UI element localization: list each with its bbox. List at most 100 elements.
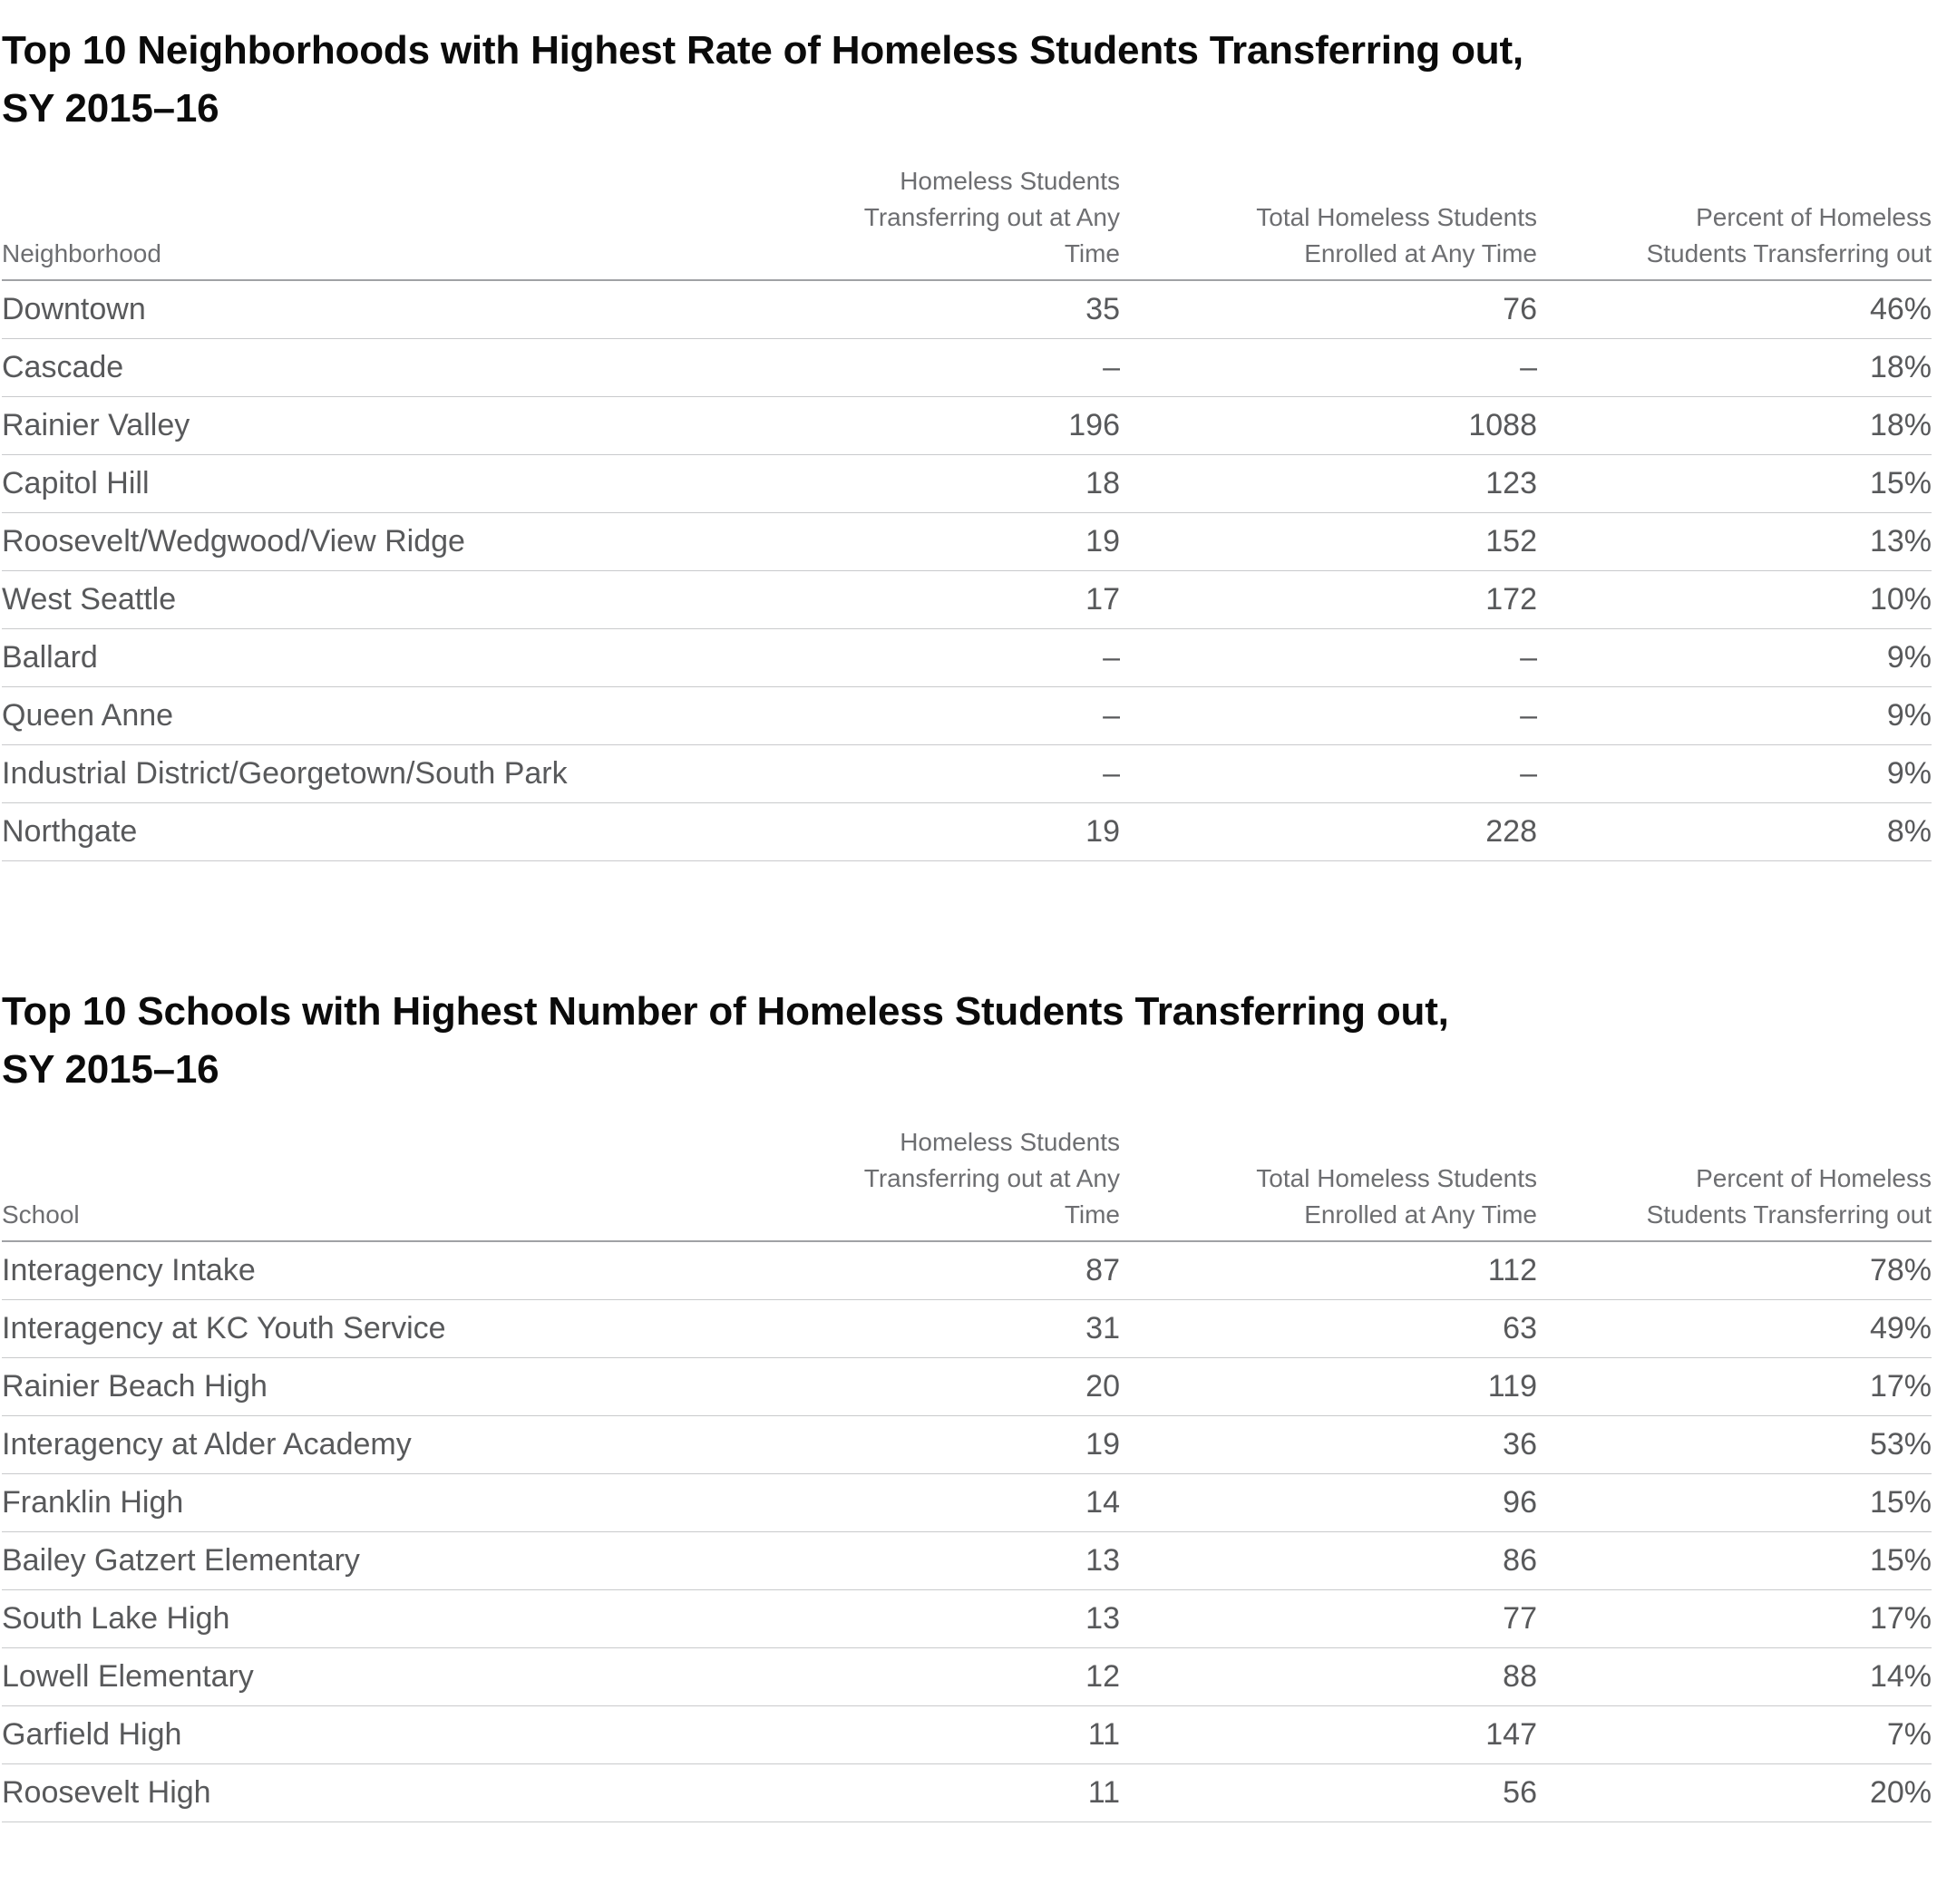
column-header-school: School (2, 1099, 857, 1242)
row-value: 35 (857, 280, 1120, 339)
column-header-total-enrolled: Total Homeless Students Enrolled at Any … (1120, 1099, 1537, 1242)
row-value: 88 (1120, 1647, 1537, 1706)
header-row: School Homeless Students Transferring ou… (2, 1099, 1932, 1242)
header-label: Total Homeless Students (1256, 1164, 1537, 1192)
header-label: Students Transferring out (1646, 1200, 1932, 1229)
row-value: – (1120, 744, 1537, 803)
row-label: Ballard (2, 628, 857, 687)
table-row: Bailey Gatzert Elementary 13 86 15% (2, 1531, 1932, 1590)
schools-table: School Homeless Students Transferring ou… (2, 1099, 1932, 1822)
row-value: 10% (1537, 570, 1932, 629)
header-label: Homeless Students (900, 1128, 1120, 1156)
table-row: Roosevelt/Wedgwood/View Ridge 19 152 13% (2, 512, 1932, 571)
row-value: 46% (1537, 280, 1932, 339)
header-label: Neighborhood (2, 239, 161, 267)
row-value: – (1120, 628, 1537, 687)
row-label: Queen Anne (2, 686, 857, 745)
row-value: 147 (1120, 1705, 1537, 1764)
row-value: – (1120, 338, 1537, 397)
row-label: Industrial District/Georgetown/South Par… (2, 744, 857, 803)
row-value: 7% (1537, 1705, 1932, 1764)
table-row: Downtown 35 76 46% (2, 280, 1932, 339)
column-header-percent-transferring: Percent of Homeless Students Transferrin… (1537, 1099, 1932, 1242)
schools-table-title: Top 10 Schools with Highest Number of Ho… (2, 983, 1932, 1099)
row-value: 87 (857, 1241, 1120, 1300)
row-label: Rainier Valley (2, 396, 857, 455)
row-value: 36 (1120, 1415, 1537, 1474)
row-value: 18 (857, 454, 1120, 513)
table-row: Ballard – –9% (2, 628, 1932, 687)
row-value: – (857, 744, 1120, 803)
row-value: 53% (1537, 1415, 1932, 1474)
row-value: 31 (857, 1299, 1120, 1358)
header-label: Students Transferring out (1646, 239, 1932, 267)
row-label: Cascade (2, 338, 857, 397)
table-row: Interagency Intake 87 112 78% (2, 1241, 1932, 1300)
neighborhoods-table-header: Neighborhood Homeless Students Transferr… (2, 138, 1932, 281)
table-row: Queen Anne – –9% (2, 686, 1932, 745)
schools-table-body: Interagency Intake 87 112 78% Interagency at… (2, 1241, 1932, 1822)
header-row: Neighborhood Homeless Students Transferr… (2, 138, 1932, 281)
row-value: 123 (1120, 454, 1537, 513)
table-row: Northgate 19 228 8% (2, 802, 1932, 861)
row-value: 78% (1537, 1241, 1932, 1300)
row-label: Bailey Gatzert Elementary (2, 1531, 857, 1590)
row-label: Downtown (2, 280, 857, 339)
row-value: 152 (1120, 512, 1537, 571)
schools-table-section: Top 10 Schools with Highest Number of Ho… (2, 983, 1932, 1822)
row-value: 15% (1537, 1531, 1932, 1590)
neighborhoods-table: Neighborhood Homeless Students Transferr… (2, 138, 1932, 861)
row-value: 19 (857, 512, 1120, 571)
row-value: – (857, 628, 1120, 687)
table-row: Interagency at KC Youth Service 31 63 49% (2, 1299, 1932, 1358)
table-row: Cascade – –18% (2, 338, 1932, 397)
table-row: West Seattle 17 172 10% (2, 570, 1932, 629)
header-label: Transferring out at Any Time (863, 1164, 1120, 1229)
row-value: 15% (1537, 454, 1932, 513)
column-header-transferring-out: Homeless Students Transferring out at An… (857, 138, 1120, 281)
row-value: 11 (857, 1763, 1120, 1822)
row-value: 15% (1537, 1473, 1932, 1532)
neighborhoods-table-body: Downtown 35 76 46% Cascade – –18% Rainier Valle… (2, 280, 1932, 861)
row-value: 9% (1537, 686, 1932, 745)
header-label: Transferring out at Any Time (863, 203, 1120, 267)
table-row: Rainier Beach High 20 119 17% (2, 1357, 1932, 1416)
row-value: 112 (1120, 1241, 1537, 1300)
row-value: 9% (1537, 628, 1932, 687)
row-label: Rainier Beach High (2, 1357, 857, 1416)
column-header-neighborhood: Neighborhood (2, 138, 857, 281)
column-header-total-enrolled: Total Homeless Students Enrolled at Any … (1120, 138, 1537, 281)
row-label: Franklin High (2, 1473, 857, 1532)
title-line-2: SY 2015–16 (2, 1047, 219, 1092)
header-label: Homeless Students (900, 167, 1120, 195)
row-value: 76 (1120, 280, 1537, 339)
table-row: Rainier Valley 196 1088 18% (2, 396, 1932, 455)
header-label: Enrolled at Any Time (1304, 1200, 1537, 1229)
header-label: Percent of Homeless (1696, 1164, 1932, 1192)
row-value: 13 (857, 1589, 1120, 1648)
row-value: 18% (1537, 338, 1932, 397)
table-row: Roosevelt High 11 56 20% (2, 1763, 1932, 1822)
row-value: 49% (1537, 1299, 1932, 1358)
row-value: 14 (857, 1473, 1120, 1532)
row-value: – (857, 686, 1120, 745)
column-header-transferring-out: Homeless Students Transferring out at An… (857, 1099, 1120, 1242)
row-label: South Lake High (2, 1589, 857, 1648)
row-value: 19 (857, 802, 1120, 861)
header-label: Enrolled at Any Time (1304, 239, 1537, 267)
table-row: Garfield High 11 147 7% (2, 1705, 1932, 1764)
row-label: Interagency at Alder Academy (2, 1415, 857, 1474)
row-label: West Seattle (2, 570, 857, 629)
row-value: 18% (1537, 396, 1932, 455)
row-value: 86 (1120, 1531, 1537, 1590)
row-value: 119 (1120, 1357, 1537, 1416)
row-label: Interagency at KC Youth Service (2, 1299, 857, 1358)
row-value: 228 (1120, 802, 1537, 861)
row-label: Interagency Intake (2, 1241, 857, 1300)
row-label: Roosevelt/Wedgwood/View Ridge (2, 512, 857, 571)
row-value: – (1120, 686, 1537, 745)
row-value: 196 (857, 396, 1120, 455)
row-value: 17 (857, 570, 1120, 629)
row-value: 13% (1537, 512, 1932, 571)
row-label: Roosevelt High (2, 1763, 857, 1822)
